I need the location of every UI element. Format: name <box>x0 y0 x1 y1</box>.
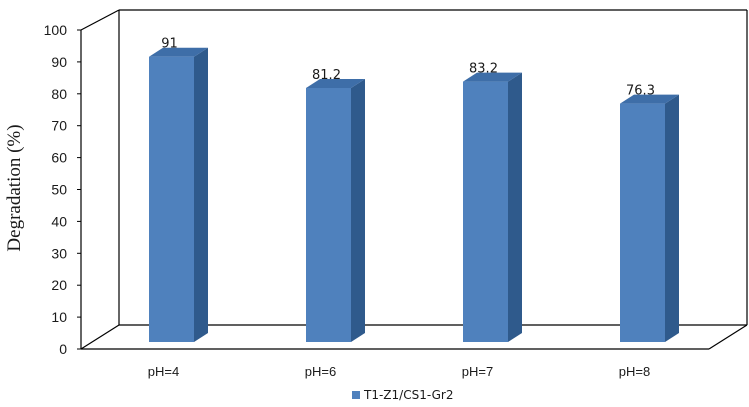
y-tick-label: 60 <box>51 150 67 166</box>
x-category-label: pH=4 <box>148 364 179 379</box>
chart-frame <box>80 9 748 350</box>
bar-front <box>149 56 194 343</box>
x-category-label: pH=7 <box>462 364 493 379</box>
bar-top <box>620 94 679 104</box>
x-category-label: pH=6 <box>305 364 336 379</box>
y-axis-ticks: 0 10 20 30 40 50 60 70 80 90 100 <box>44 22 81 357</box>
y-axis-label: Degradation (%) <box>4 124 25 251</box>
y-tick-label: 10 <box>51 309 67 325</box>
legend: T1-Z1/CS1-Gr2 <box>352 388 453 402</box>
y-tick-label: 70 <box>51 118 67 134</box>
bar-pH=7: 83.2 <box>463 62 522 342</box>
bar-pH=6: 81.2 <box>306 68 365 343</box>
y-tick-label: 0 <box>59 341 67 357</box>
bar-pH=4: 91 <box>149 37 208 343</box>
bar-pH=8: 76.3 <box>620 84 679 342</box>
y-tick-label: 30 <box>51 245 67 261</box>
y-tick-label: 100 <box>44 22 68 38</box>
legend-entry: T1-Z1/CS1-Gr2 <box>363 388 453 402</box>
x-category-label: pH=8 <box>619 364 650 379</box>
data-label: 81.2 <box>312 68 341 83</box>
y-tick-label: 80 <box>51 86 67 102</box>
data-label: 91 <box>161 37 178 52</box>
bar-top <box>149 47 208 57</box>
floor-right-edge <box>708 324 748 350</box>
bar-front <box>463 81 508 342</box>
bar-top <box>463 72 522 82</box>
bar-top <box>306 78 365 88</box>
data-label: 76.3 <box>626 84 655 99</box>
bars: 91 81.2 83.2 76.3 <box>149 37 679 343</box>
bar-side <box>508 72 522 342</box>
data-label: 83.2 <box>469 62 498 77</box>
legend-swatch <box>352 391 360 399</box>
y-tick-label: 50 <box>51 182 67 198</box>
y-tick-label: 40 <box>51 213 67 229</box>
y-tick-label: 90 <box>51 54 67 70</box>
side-wall-top-edge <box>80 9 120 31</box>
floor-left-edge <box>80 324 120 350</box>
bar-side <box>351 78 365 343</box>
bar-side <box>194 47 208 343</box>
x-axis-categories: pH=4 pH=6 pH=7 pH=8 <box>148 364 650 379</box>
bar-front <box>620 103 665 342</box>
bar-front <box>306 87 351 342</box>
y-tick-label: 20 <box>51 277 67 293</box>
bar-side <box>665 94 679 342</box>
